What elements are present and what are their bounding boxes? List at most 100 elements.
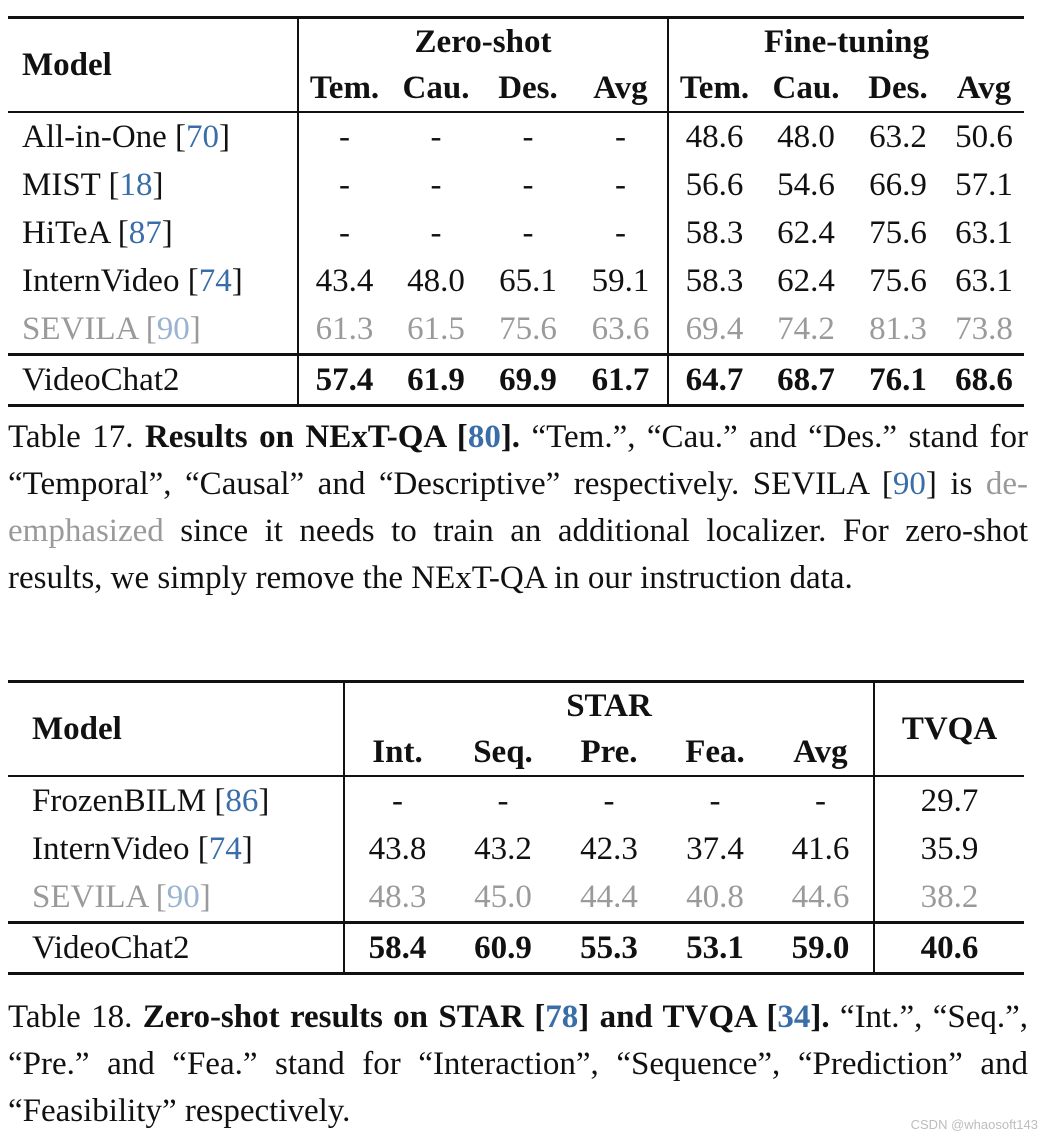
model-name: VideoChat2 — [8, 353, 299, 407]
cell: 76.1 — [852, 353, 944, 407]
cell: 66.9 — [869, 167, 927, 203]
cell: 50.6 — [944, 111, 1024, 161]
cell: 43.8 — [368, 831, 427, 867]
caption-title: Zero-shot results on STAR [78] and TVQA … — [143, 999, 830, 1035]
citation: 34 — [777, 999, 811, 1035]
col-header: Avg — [768, 729, 875, 776]
cell: 60.9 — [450, 921, 556, 975]
cell: - — [556, 775, 662, 825]
cell: 35.9 — [920, 831, 979, 867]
model-label: SEVILA — [32, 879, 148, 915]
col-header: Seq. — [473, 734, 533, 770]
cell: 73.8 — [955, 311, 1013, 347]
cell: - — [522, 167, 534, 203]
citation: 74 — [208, 831, 242, 867]
table-header-row: Model Zero-shot Fine-tuning — [8, 16, 1024, 112]
caption-title: Results on NExT-QA [80]. — [145, 419, 520, 455]
caption-text: since it needs to train an additional lo… — [8, 513, 1028, 596]
table-subheader-row: Tem. Cau. Des. Avg Tem. Cau. Des. Avg — [8, 65, 1024, 112]
citation: 78 — [545, 999, 579, 1035]
cell: 40.8 — [686, 879, 744, 915]
cell: 37.4 — [686, 831, 744, 867]
col-header: Cau. — [402, 70, 470, 106]
cell: 75.6 — [499, 311, 557, 347]
cell: - — [574, 111, 669, 161]
cell: - — [574, 161, 669, 209]
citation: 70 — [186, 119, 220, 155]
caption-text: ] is — [925, 466, 986, 502]
caption-title-text: Zero-shot results on STAR [ — [142, 999, 546, 1035]
cell: - — [339, 215, 350, 251]
cell: 48.0 — [760, 111, 852, 161]
citation: 18 — [119, 167, 153, 203]
cell: 63.6 — [574, 305, 669, 355]
cell: 53.1 — [662, 921, 768, 975]
cell: 55.3 — [556, 921, 662, 975]
cell: 81.3 — [869, 311, 927, 347]
model-label: FrozenBILM — [32, 783, 207, 819]
table-row-ours: VideoChat2 58.4 60.9 55.3 53.1 59.0 40.6 — [8, 921, 1024, 975]
model-column-header: Model — [8, 16, 299, 112]
citation: 74 — [198, 263, 232, 299]
cell: 59.0 — [768, 921, 875, 975]
group-header-star: STAR — [344, 680, 875, 729]
watermark: CSDN @whaosoft143 — [910, 1117, 1038, 1132]
col-header: Int. — [372, 734, 423, 770]
cell: 45.0 — [474, 879, 532, 915]
table-subheader-row: Int. Seq. Pre. Fea. Avg — [8, 729, 1024, 776]
caption-label: Table 18. — [8, 999, 133, 1035]
col-header: Tem. — [679, 70, 750, 106]
col-header: Avg — [574, 65, 669, 112]
cell: 61.3 — [315, 311, 374, 347]
table-row: FrozenBILM [86] - - - - - 29.7 — [8, 775, 1024, 825]
citation: 90 — [166, 879, 200, 915]
caption-title-text: ] and TVQA [ — [578, 999, 778, 1035]
cell: 48.0 — [407, 263, 465, 299]
cell: 65.1 — [499, 263, 557, 299]
cell: 75.6 — [869, 215, 927, 251]
table-row: InternVideo [74] 43.8 43.2 42.3 37.4 41.… — [8, 825, 1024, 873]
cell: 58.3 — [685, 215, 744, 251]
cell: - — [574, 209, 669, 257]
col-header: Des. — [868, 70, 928, 106]
col-header: Des. — [498, 70, 558, 106]
model-name: InternVideo [74] — [8, 825, 345, 873]
caption-title-end: ]. — [500, 419, 521, 455]
cell: - — [339, 167, 350, 203]
cell: 54.6 — [777, 167, 835, 203]
model-name: HiTeA [87] — [8, 209, 299, 257]
model-label: All-in-One — [22, 119, 167, 155]
cell: 56.6 — [685, 167, 744, 203]
model-label: HiTeA — [22, 215, 110, 251]
citation: 90 — [892, 466, 926, 502]
citation: 87 — [128, 215, 162, 251]
model-name: SEVILA [90] — [8, 305, 299, 355]
cell: 40.6 — [874, 921, 1024, 975]
cell: 69.4 — [685, 311, 744, 347]
col-header: Avg — [956, 70, 1012, 106]
model-label: SEVILA — [22, 311, 138, 347]
cell: 62.4 — [777, 263, 835, 299]
table-row-deemphasized: SEVILA [90] 61.3 61.5 75.6 63.6 69.4 74.… — [8, 305, 1024, 355]
table-17-caption: Table 17. Results on NExT-QA [80]. “Tem.… — [8, 414, 1028, 602]
cell: - — [430, 215, 442, 251]
model-label: InternVideo — [22, 263, 180, 299]
col-header: Pre. — [580, 734, 638, 770]
cell: - — [482, 111, 574, 161]
col-header: Fea. — [685, 734, 745, 770]
cell: 61.7 — [574, 353, 669, 407]
cell: - — [522, 215, 534, 251]
citation: 80 — [467, 419, 501, 455]
cell: 68.7 — [760, 353, 852, 407]
model-label: InternVideo — [32, 831, 190, 867]
cell: 48.3 — [368, 879, 427, 915]
caption-label: Table 17. — [8, 419, 134, 455]
table-row: All-in-One [70] - - - - 48.6 48.0 63.2 5… — [8, 111, 1024, 161]
cell: 68.6 — [944, 353, 1024, 407]
cell: 63.1 — [955, 263, 1013, 299]
cell: - — [430, 167, 442, 203]
cell: 61.9 — [390, 353, 482, 407]
group-header-zero-shot: Zero-shot — [298, 16, 669, 65]
model-name: All-in-One [70] — [8, 111, 299, 161]
citation: 90 — [156, 311, 190, 347]
